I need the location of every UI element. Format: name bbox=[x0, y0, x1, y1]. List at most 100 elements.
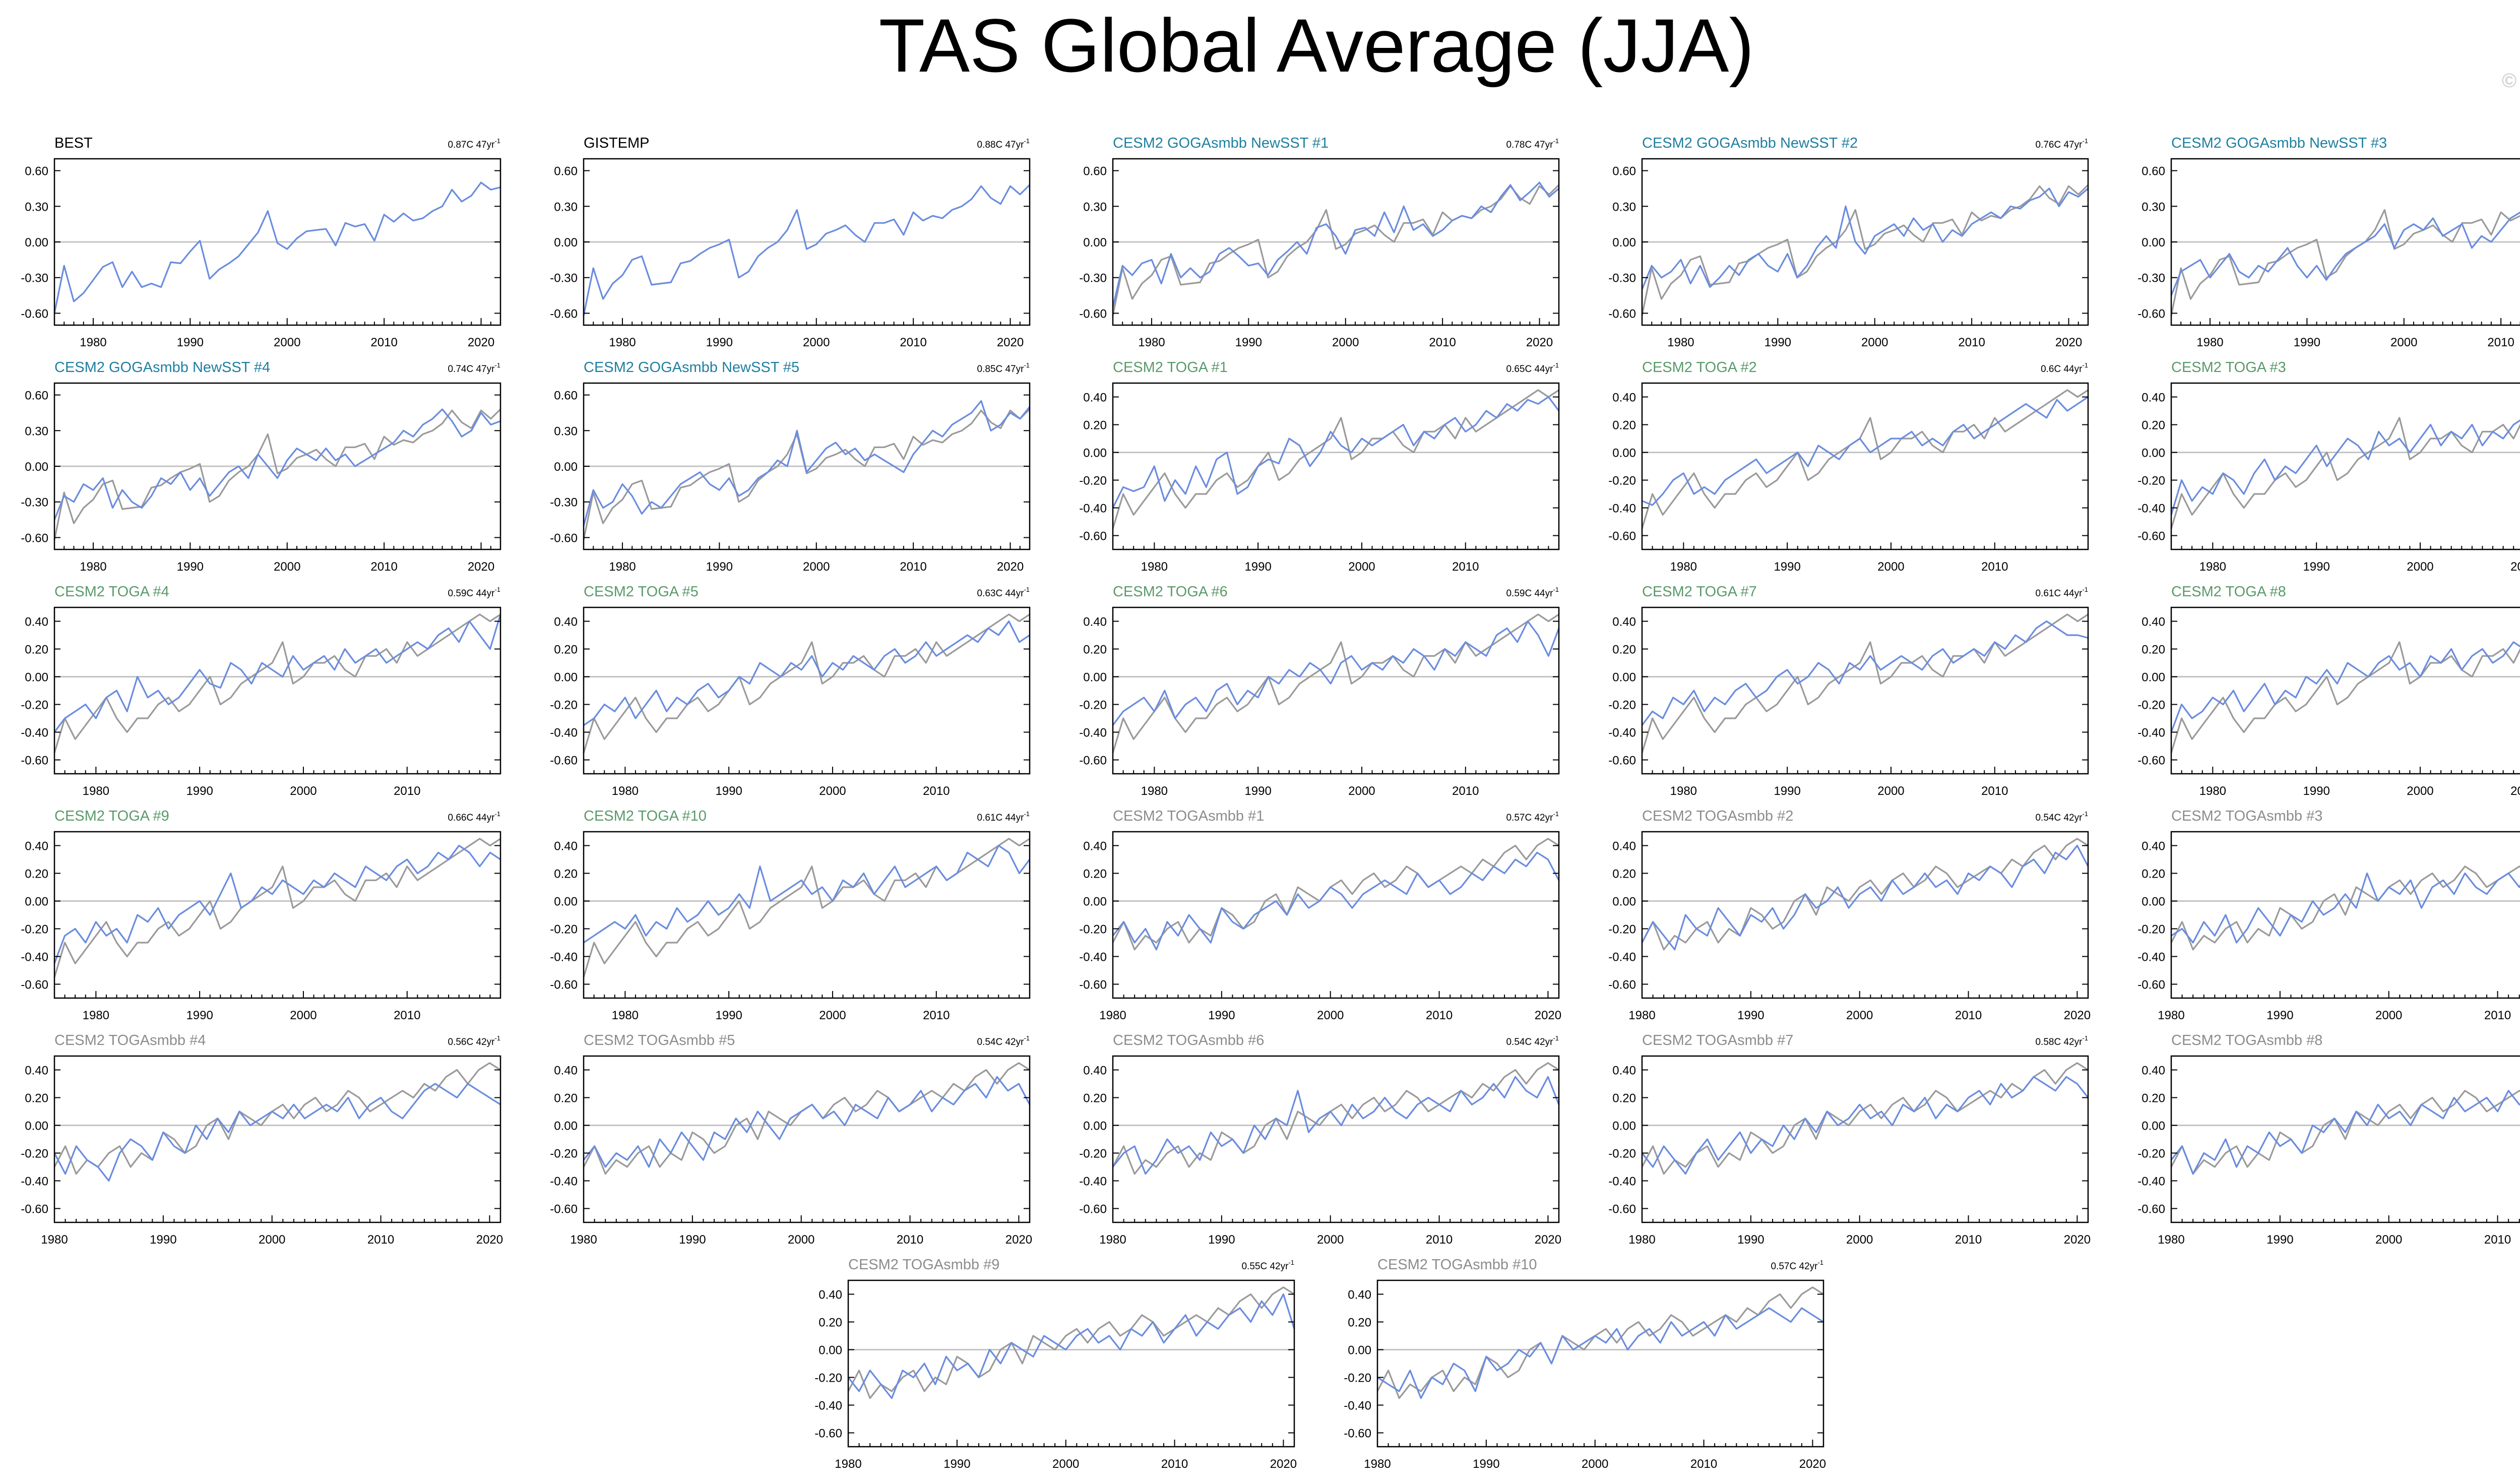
observed-series-line bbox=[2170, 865, 2520, 951]
plot-frame bbox=[1112, 606, 1560, 775]
x-tick-label: 2020 bbox=[1270, 1457, 1297, 1471]
x-tick-label: 2000 bbox=[1582, 1457, 1608, 1471]
x-tick-label: 1980 bbox=[1099, 1009, 1126, 1022]
model-series-line bbox=[847, 1293, 1295, 1399]
y-tick-label: -0.40 bbox=[21, 1175, 48, 1189]
y-tick-label: -0.20 bbox=[1608, 1147, 1636, 1161]
y-tick-label: 0.60 bbox=[1083, 165, 1107, 178]
panel-17: CESM2 TOGA #10 0.61C 44yr-1 -0.60 -0.40 -0.2… bbox=[550, 808, 1031, 1022]
trend-exponent: -1 bbox=[1024, 361, 1030, 369]
y-tick-label: 0.40 bbox=[554, 615, 578, 629]
trend-exponent: -1 bbox=[1553, 361, 1559, 369]
trend-exponent: -1 bbox=[1024, 810, 1030, 818]
panel-7: CESM2 GOGAsmbb NewSST #5 0.85C 47yr-1 -0.6… bbox=[550, 359, 1031, 574]
x-tick-label: 2000 bbox=[1332, 336, 1359, 349]
x-tick-label: 2000 bbox=[1317, 1233, 1344, 1247]
x-tick-label: 2000 bbox=[1348, 560, 1375, 574]
model-series-line bbox=[1112, 851, 1560, 951]
x-tick-label: 1980 bbox=[1670, 784, 1697, 798]
x-tick-label: 1980 bbox=[1099, 1233, 1126, 1247]
x-tick-label: 1980 bbox=[570, 1233, 597, 1247]
panel-title: CESM2 TOGAsmbb #8 bbox=[2171, 1032, 2322, 1048]
trend-label: 0.61C 44yr-1 bbox=[2035, 586, 2088, 599]
y-tick-label: 0.40 bbox=[25, 615, 48, 629]
y-tick-label: 0.00 bbox=[554, 460, 578, 474]
x-tick-label: 2010 bbox=[1958, 336, 1985, 349]
x-tick-label: 2000 bbox=[290, 784, 317, 798]
model-series-line bbox=[1642, 396, 2089, 506]
model-series-line bbox=[1112, 181, 1560, 307]
y-tick-label: 0.20 bbox=[25, 643, 48, 657]
x-tick-label: 2010 bbox=[1955, 1233, 1982, 1247]
x-tick-label: 1990 bbox=[715, 784, 742, 798]
y-tick-label: -0.40 bbox=[2137, 951, 2165, 964]
trend-exponent: -1 bbox=[494, 137, 500, 145]
y-tick-label: -0.60 bbox=[1344, 1427, 1371, 1441]
x-tick-label: 1990 bbox=[1235, 336, 1262, 349]
y-tick-label: 0.20 bbox=[1083, 1092, 1107, 1105]
y-tick-label: 0.00 bbox=[1083, 447, 1107, 460]
panel-3: CESM2 GOGAsmbb NewSST #1 0.78C 47yr-1 -0.6… bbox=[1079, 135, 1560, 349]
y-tick-label: 0.00 bbox=[25, 671, 48, 685]
observed-series-line bbox=[2170, 209, 2520, 316]
y-tick-label: -0.20 bbox=[1608, 699, 1636, 712]
plot-frame bbox=[2170, 382, 2520, 550]
x-tick-label: 1990 bbox=[1208, 1009, 1235, 1022]
y-tick-label: -0.60 bbox=[550, 307, 578, 321]
x-tick-label: 1990 bbox=[706, 336, 733, 349]
x-tick-label: 1980 bbox=[1670, 560, 1697, 574]
y-tick-label: 0.30 bbox=[25, 200, 48, 214]
model-series-line bbox=[53, 1083, 501, 1182]
x-tick-label: 2020 bbox=[2064, 1233, 2091, 1247]
panel-title: CESM2 TOGAsmbb #7 bbox=[1642, 1032, 1793, 1048]
model-series-line bbox=[1641, 844, 2089, 951]
y-tick-label: -0.40 bbox=[2137, 1175, 2165, 1189]
model-series-line bbox=[1641, 620, 2089, 726]
panel-6: CESM2 GOGAsmbb NewSST #4 0.74C 47yr-1 -0.6… bbox=[21, 359, 501, 574]
trend-exponent: -1 bbox=[1553, 810, 1559, 818]
model-series-line bbox=[2170, 1090, 2520, 1175]
trend-exponent: -1 bbox=[2082, 810, 2088, 818]
y-tick-label: 0.40 bbox=[1348, 1288, 1371, 1302]
observed-series-line bbox=[2170, 641, 2520, 754]
y-tick-label: 0.20 bbox=[1083, 868, 1107, 881]
x-tick-label: 2000 bbox=[1052, 1457, 1079, 1471]
trend-exponent: -1 bbox=[1024, 1034, 1030, 1042]
observed-series-line bbox=[53, 613, 501, 754]
y-tick-label: 0.20 bbox=[554, 643, 578, 657]
trend-exponent: -1 bbox=[494, 810, 500, 818]
model-series-line bbox=[1377, 1307, 1824, 1399]
x-tick-label: 1990 bbox=[715, 1009, 742, 1022]
x-tick-label: 2010 bbox=[1452, 784, 1479, 798]
y-tick-label: 0.20 bbox=[2141, 868, 2165, 881]
x-tick-label: 2000 bbox=[290, 1009, 317, 1022]
x-tick-label: 2000 bbox=[1861, 336, 1888, 349]
observed-series-line bbox=[1641, 184, 2089, 316]
y-tick-label: -0.30 bbox=[1079, 272, 1107, 285]
plot-frame bbox=[2170, 1055, 2520, 1223]
x-tick-label: 1980 bbox=[80, 560, 106, 574]
y-tick-label: 0.00 bbox=[25, 460, 48, 474]
y-tick-label: 0.60 bbox=[2141, 165, 2165, 178]
x-tick-label: 1980 bbox=[612, 784, 639, 798]
plot-frame bbox=[583, 1055, 1031, 1223]
model-series-line bbox=[2170, 419, 2520, 515]
y-tick-label: 0.20 bbox=[2141, 643, 2165, 657]
y-tick-label: -0.40 bbox=[2137, 502, 2165, 516]
y-tick-label: 0.40 bbox=[1612, 1064, 1636, 1078]
trend-label: 0.66C 44yr-1 bbox=[448, 810, 500, 823]
y-tick-label: -0.60 bbox=[21, 1203, 48, 1216]
y-tick-label: 0.00 bbox=[1348, 1344, 1371, 1357]
x-tick-label: 2020 bbox=[1535, 1009, 1561, 1022]
y-tick-label: -0.60 bbox=[2137, 1203, 2165, 1216]
trend-exponent: -1 bbox=[1024, 137, 1030, 145]
panel-27: CESM2 TOGAsmbb #10 0.57C 42yr-1 -0.60 -0.40… bbox=[1344, 1257, 1826, 1471]
plot-frame bbox=[1112, 1055, 1560, 1223]
x-tick-label: 1990 bbox=[1244, 784, 1271, 798]
y-tick-label: -0.30 bbox=[1608, 272, 1636, 285]
x-tick-label: 1980 bbox=[1667, 336, 1694, 349]
y-tick-label: -0.60 bbox=[2137, 530, 2165, 543]
y-tick-label: -0.40 bbox=[1608, 1175, 1636, 1189]
x-tick-label: 2010 bbox=[900, 336, 926, 349]
y-tick-label: -0.60 bbox=[21, 307, 48, 321]
